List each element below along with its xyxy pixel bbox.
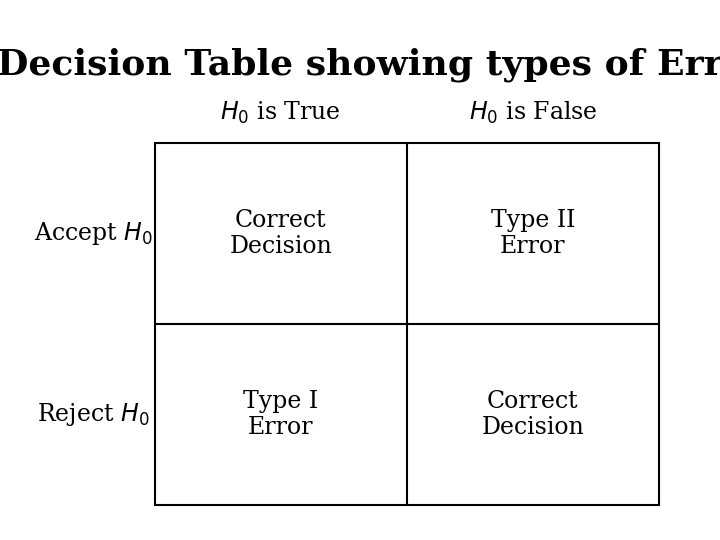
Text: Type II
Error: Type II Error xyxy=(490,209,575,258)
Text: Accept $H_0$: Accept $H_0$ xyxy=(34,220,153,247)
Text: Reject $H_0$: Reject $H_0$ xyxy=(37,401,150,428)
Text: Type I
Error: Type I Error xyxy=(243,390,318,439)
Text: $H_0$ is True: $H_0$ is True xyxy=(220,100,341,126)
Text: Correct
Decision: Correct Decision xyxy=(482,390,584,439)
Text: Correct
Decision: Correct Decision xyxy=(230,209,332,258)
Text: Decision Table showing types of Error: Decision Table showing types of Error xyxy=(0,48,720,82)
Text: $H_0$ is False: $H_0$ is False xyxy=(469,100,597,126)
